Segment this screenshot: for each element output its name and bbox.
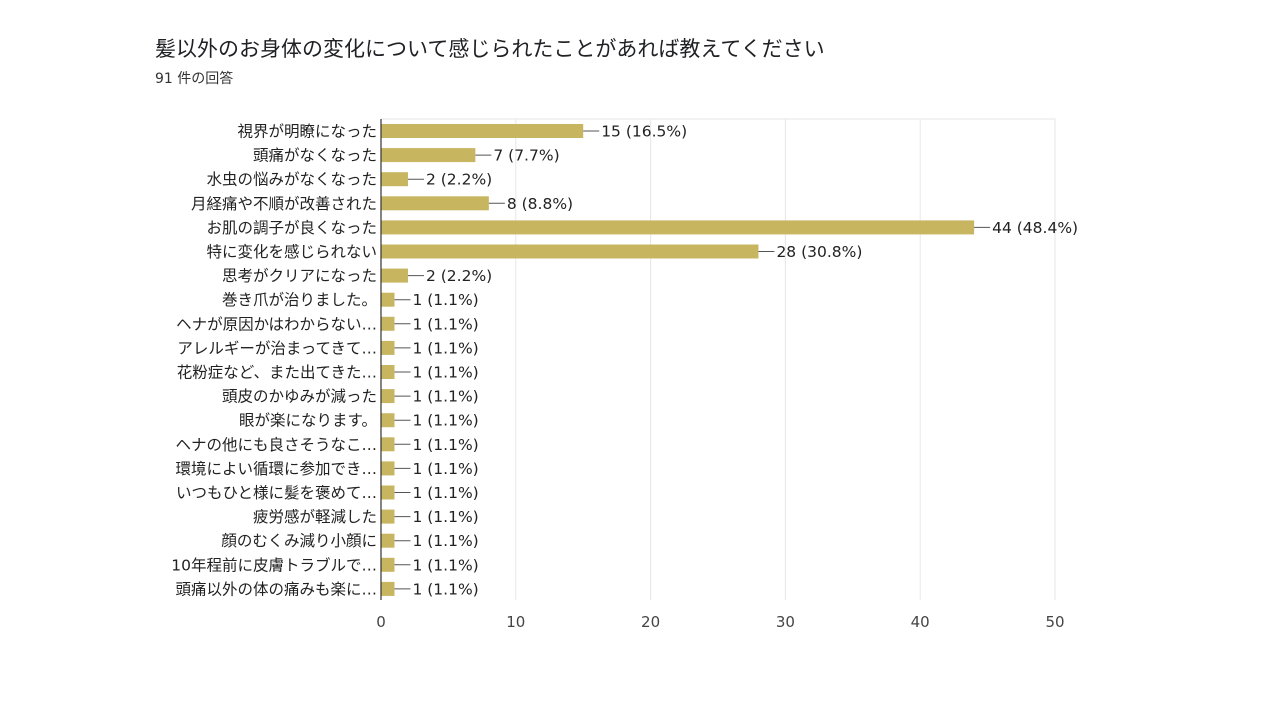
bar — [381, 244, 759, 259]
bar — [381, 220, 975, 235]
bars — [381, 124, 991, 596]
grid-lines — [381, 118, 1056, 600]
bar — [381, 389, 395, 404]
x-tick-label: 20 — [641, 613, 660, 631]
data-label: 1 (1.1%) — [412, 364, 478, 382]
category-label: 花粉症など、また出てきた… — [177, 364, 377, 382]
x-tick-label: 50 — [1045, 613, 1064, 631]
bar — [381, 124, 584, 138]
data-label: 2 (2.2%) — [426, 171, 492, 189]
data-label: 1 (1.1%) — [412, 388, 478, 406]
data-label: 1 (1.1%) — [412, 339, 478, 357]
data-label: 1 (1.1%) — [412, 484, 478, 502]
bar — [381, 413, 395, 428]
bar — [381, 557, 395, 572]
data-label: 1 (1.1%) — [412, 412, 478, 430]
category-label: ヘナが原因かはわからない… — [176, 315, 377, 333]
data-label: 2 (2.2%) — [426, 267, 492, 285]
x-tick-label: 30 — [776, 613, 795, 631]
data-label: 1 (1.1%) — [412, 315, 478, 333]
bar — [381, 340, 395, 355]
x-tick-label: 10 — [506, 613, 525, 631]
x-tick-label: 40 — [911, 613, 930, 631]
category-label: 頭皮のかゆみが減った — [222, 388, 377, 406]
response-count: 91 件の回答 — [155, 71, 234, 87]
category-label: 月経痛や不順が改善された — [191, 195, 377, 213]
category-label: 頭痛がなくなった — [253, 147, 377, 165]
data-label: 1 (1.1%) — [412, 580, 478, 598]
bar — [381, 292, 395, 307]
bar — [381, 196, 489, 211]
category-label: 疲労感が軽減した — [253, 508, 377, 526]
bar — [381, 509, 395, 524]
bar — [381, 148, 476, 163]
bar — [381, 533, 395, 548]
bar — [381, 316, 395, 331]
category-label: アレルギーが治まってきて… — [177, 339, 377, 357]
bar — [381, 437, 395, 452]
data-label: 8 (8.8%) — [507, 195, 573, 213]
data-label: 44 (48.4%) — [992, 219, 1078, 237]
category-label: 水虫の悩みがなくなった — [206, 171, 377, 189]
bar — [381, 581, 395, 596]
bar — [381, 365, 395, 379]
data-label: 15 (16.5%) — [601, 123, 687, 141]
category-label: お肌の調子が良くなった — [206, 219, 377, 237]
data-label: 1 (1.1%) — [412, 556, 478, 574]
category-label: 眼が楽になります。 — [239, 412, 377, 430]
data-label: 1 (1.1%) — [412, 460, 478, 478]
data-label: 1 (1.1%) — [412, 532, 478, 550]
category-label: 顔のむくみ減り小顔に — [221, 532, 377, 550]
category-label: 視界が明瞭になった — [237, 123, 377, 141]
x-tick-label: 0 — [376, 613, 386, 631]
data-label: 28 (30.8%) — [776, 243, 862, 261]
category-label: 頭痛以外の体の痛みも楽に… — [175, 580, 377, 598]
data-label: 1 (1.1%) — [412, 436, 478, 454]
chart-title: 髪以外のお身体の変化について感じられたことがあれば教えてください — [155, 37, 825, 61]
data-label: 1 (1.1%) — [412, 291, 478, 309]
category-label: いつもひと様に髪を褒めて… — [176, 484, 377, 502]
data-label: 7 (7.7%) — [493, 147, 559, 165]
category-label: 環境によい循環に参加でき… — [175, 459, 377, 478]
data-label: 1 (1.1%) — [412, 508, 478, 526]
bar — [381, 172, 408, 187]
bar — [381, 485, 395, 500]
category-label: 思考がクリアになった — [222, 267, 377, 285]
labels: 0 10 20 30 40 50 15 (16.5%) 視界が明瞭になった 7 (7.7%) 頭痛… — [171, 123, 1078, 632]
bar — [381, 461, 395, 476]
category-label: ヘナの他にも良さそうなこ… — [175, 436, 377, 454]
category-label: 巻き爪が治りました。 — [222, 291, 377, 309]
category-label: 10年程前に皮膚トラブルで… — [171, 555, 377, 574]
bar — [381, 268, 408, 283]
category-label: 特に変化を感じられない — [206, 243, 377, 261]
